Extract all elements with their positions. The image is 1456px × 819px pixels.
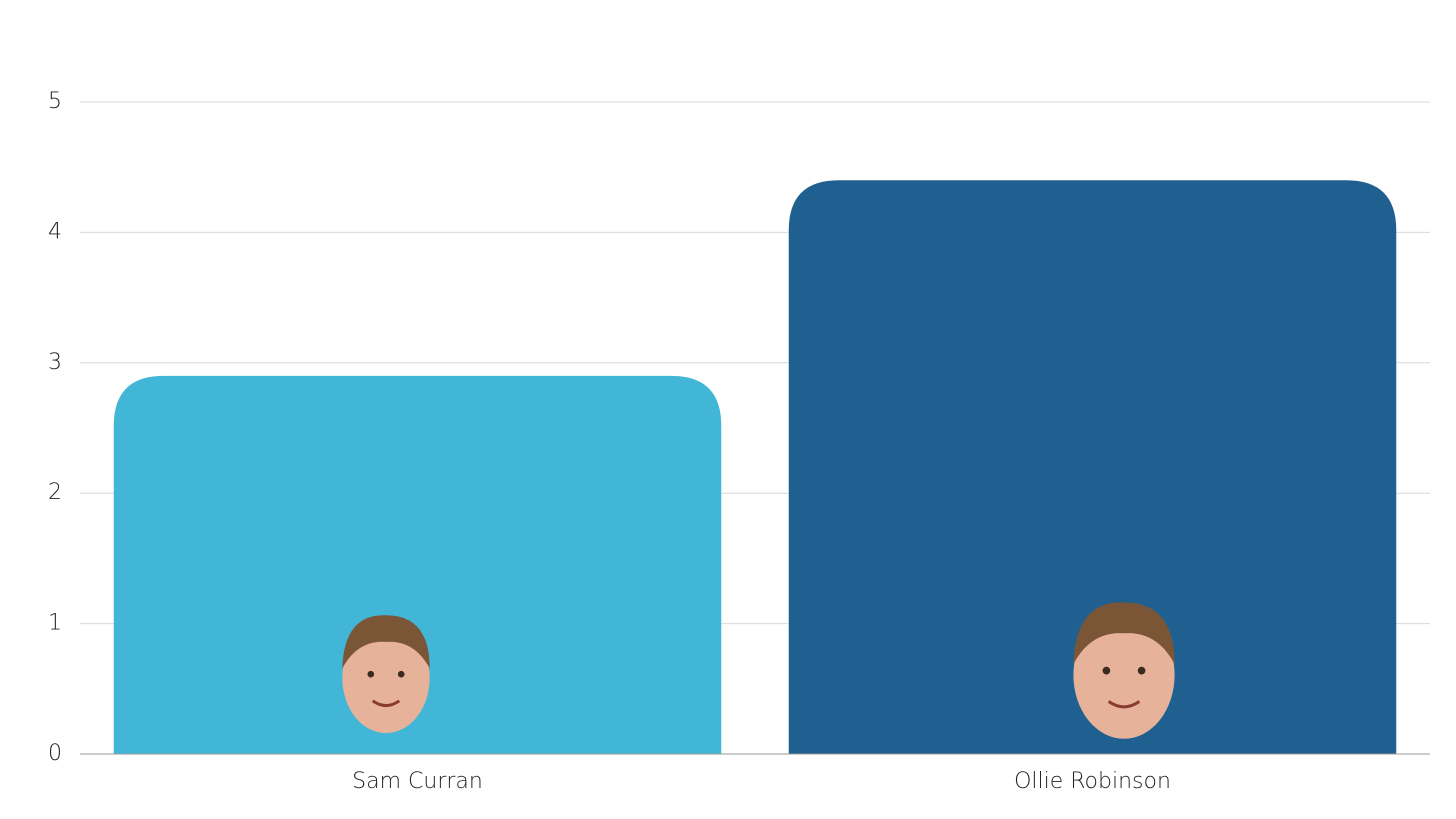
mouth <box>371 699 401 708</box>
y-tick-label: 1 <box>48 611 62 636</box>
faces <box>342 602 1175 739</box>
y-tick-label: 0 <box>48 741 62 766</box>
face <box>342 622 430 734</box>
x-tick-label: Ollie Robinson <box>1014 769 1171 794</box>
bar <box>788 180 1397 755</box>
hair <box>1073 602 1175 664</box>
mouth <box>1107 700 1141 709</box>
bars <box>80 180 1430 755</box>
bar <box>113 375 722 754</box>
eye <box>367 670 375 678</box>
face <box>1073 611 1175 739</box>
y-tick-label: 3 <box>48 350 62 375</box>
y-tick-label: 5 <box>48 89 62 114</box>
hair <box>342 615 430 669</box>
y-tick-label: 2 <box>48 480 62 505</box>
eye <box>397 670 405 678</box>
eye <box>1137 666 1146 675</box>
x-tick-label: Sam Curran <box>352 769 483 794</box>
eye <box>1102 666 1111 675</box>
y-tick-label: 4 <box>48 219 62 244</box>
